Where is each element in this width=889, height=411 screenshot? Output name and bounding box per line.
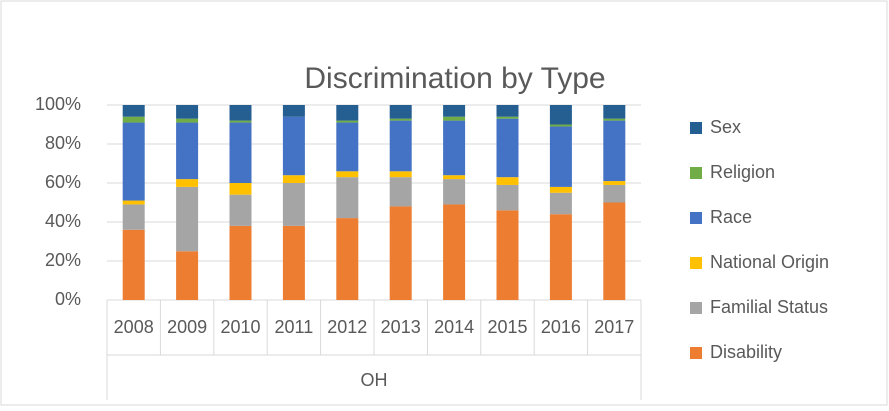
bar-segment xyxy=(176,186,199,252)
x-tick-label: 2008 xyxy=(114,317,154,337)
bar-segment xyxy=(229,194,252,226)
bar-segment xyxy=(443,179,466,205)
bar-segment xyxy=(496,177,519,185)
bar-segment xyxy=(443,175,466,180)
bar-segment xyxy=(229,122,252,183)
bar-segment xyxy=(496,184,519,211)
bar-segment xyxy=(229,225,252,300)
bar-segment xyxy=(229,105,252,121)
bar-segment xyxy=(336,218,359,300)
legend-swatch xyxy=(690,167,702,179)
bar-segment xyxy=(229,183,252,195)
x-tick-label: 2013 xyxy=(381,317,421,337)
bar-segment xyxy=(282,105,305,117)
bar-segment xyxy=(443,105,466,117)
bar-segment xyxy=(549,124,572,127)
bar-segment xyxy=(443,120,466,176)
bar-segment xyxy=(496,118,519,178)
bar-segment xyxy=(282,183,305,226)
bar-segment xyxy=(229,120,252,123)
y-tick-label: 40% xyxy=(45,211,81,231)
bar-segment xyxy=(336,177,359,219)
legend-swatch xyxy=(690,347,702,359)
bar-segment xyxy=(496,210,519,300)
x-tick-label: 2015 xyxy=(487,317,527,337)
bar-segment xyxy=(282,116,305,176)
bar-segment xyxy=(176,122,199,180)
bar-segment xyxy=(122,116,145,123)
bar-segment xyxy=(336,171,359,178)
x-tick-label: 2009 xyxy=(167,317,207,337)
legend-swatch xyxy=(690,122,702,134)
legend-label: National Origin xyxy=(710,252,829,272)
legend-swatch xyxy=(690,212,702,224)
y-tick-label: 20% xyxy=(45,250,81,270)
bar-segment xyxy=(336,105,359,121)
legend-label: Disability xyxy=(710,342,782,362)
bar-segment xyxy=(389,206,412,300)
bar-segment xyxy=(176,251,199,300)
bar-segment xyxy=(443,204,466,300)
legend-label: Religion xyxy=(710,162,775,182)
bar-segment xyxy=(549,214,572,300)
bar-segment xyxy=(176,105,199,119)
bar-segment xyxy=(122,204,145,230)
legend-swatch xyxy=(690,257,702,269)
chart-title: Discrimination by Type xyxy=(304,62,605,95)
bar-segment xyxy=(603,181,626,185)
bar-segment xyxy=(603,105,626,119)
bar-segment xyxy=(549,186,572,193)
bar-segment xyxy=(603,202,626,300)
bar-segment xyxy=(122,105,145,117)
bar-segment xyxy=(549,192,572,215)
bar-segment xyxy=(176,118,199,123)
group-label: OH xyxy=(361,370,388,390)
bar-segment xyxy=(443,116,466,121)
bar-segment xyxy=(496,116,519,119)
bar-segment xyxy=(122,122,145,201)
bar-segment xyxy=(336,120,359,123)
x-tick-label: 2017 xyxy=(594,317,634,337)
bar-segment xyxy=(389,105,412,119)
bar-segment xyxy=(336,122,359,172)
bar-segment xyxy=(496,105,519,117)
y-tick-label: 0% xyxy=(55,289,81,309)
y-tick-label: 100% xyxy=(35,94,81,114)
x-tick-label: 2014 xyxy=(434,317,474,337)
legend-label: Sex xyxy=(710,117,741,137)
bar-segment xyxy=(282,225,305,300)
bar-segment xyxy=(603,118,626,121)
bar-segment xyxy=(389,120,412,172)
legend-label: Race xyxy=(710,207,752,227)
bar-segment xyxy=(282,175,305,183)
bar-segment xyxy=(122,229,145,300)
y-tick-label: 80% xyxy=(45,133,81,153)
bar-segment xyxy=(549,126,572,187)
bar-segment xyxy=(603,184,626,203)
legend-swatch xyxy=(690,302,702,314)
x-tick-label: 2012 xyxy=(327,317,367,337)
bar-segment xyxy=(549,105,572,125)
legend-label: Familial Status xyxy=(710,297,828,317)
bar-segment xyxy=(176,179,199,187)
bar-segment xyxy=(389,171,412,178)
x-tick-label: 2016 xyxy=(541,317,581,337)
y-tick-label: 60% xyxy=(45,172,81,192)
bar-segment xyxy=(389,177,412,207)
bar-segment xyxy=(389,118,412,121)
bar-segment xyxy=(603,120,626,182)
x-tick-label: 2010 xyxy=(220,317,260,337)
bar-segment xyxy=(122,200,145,205)
x-tick-label: 2011 xyxy=(275,317,314,337)
